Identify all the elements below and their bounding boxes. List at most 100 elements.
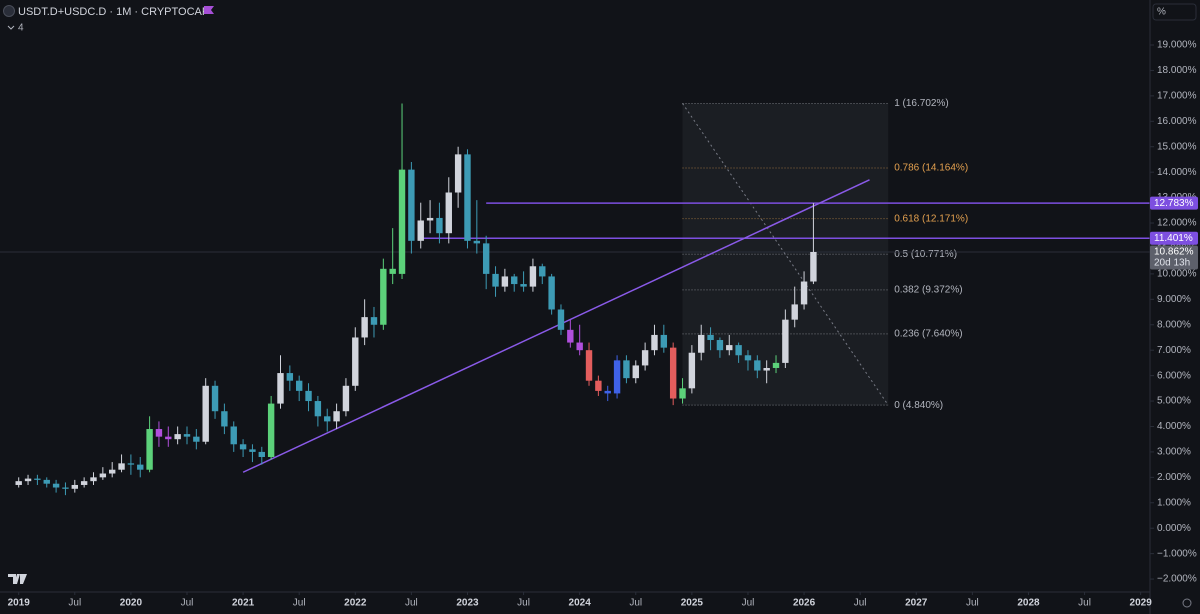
scale-mode-box[interactable]: [1152, 3, 1197, 21]
x-tick-label: Jul: [405, 598, 418, 609]
last-price-label: 10.862%: [1154, 247, 1194, 258]
candle-body: [716, 340, 724, 351]
fib-label: 1 (16.702%): [894, 98, 948, 109]
y-tick-label: 1.000%: [1157, 497, 1191, 508]
candle-body: [34, 478, 41, 480]
candle-body: [24, 478, 32, 482]
candle-body: [108, 469, 116, 474]
candle-body: [417, 220, 424, 241]
candle-body: [557, 309, 565, 330]
candle-body: [632, 365, 639, 379]
x-tick-label: 2028: [1017, 598, 1040, 609]
flag-icon[interactable]: [204, 6, 214, 14]
x-tick-label: 2024: [569, 598, 592, 609]
candle-body: [174, 434, 181, 440]
y-tick-label: 7.000%: [1157, 345, 1191, 356]
candle-body: [342, 385, 350, 412]
candle-body: [698, 334, 705, 353]
candle-body: [137, 464, 144, 470]
x-tick-label: Jul: [854, 598, 867, 609]
time-axis-panel: [0, 592, 1150, 614]
candle-body: [623, 360, 630, 379]
candle-body: [286, 373, 294, 381]
candle-body: [15, 481, 22, 485]
fib-trend: [682, 103, 889, 406]
countdown-label: 20d 13h: [1154, 258, 1190, 269]
candle-body: [80, 481, 88, 485]
candle-body: [539, 266, 546, 277]
candle-body: [398, 169, 406, 274]
last-price-badge: [1150, 245, 1198, 270]
candle-body: [314, 401, 322, 417]
candle-body: [211, 385, 219, 412]
fib-label: 0.786 (14.164%): [894, 163, 968, 174]
indicator-toggle[interactable]: [7, 25, 15, 30]
y-tick-label: −1.000%: [1157, 548, 1197, 559]
candle-body: [482, 243, 490, 274]
x-tick-label: 2019: [8, 598, 31, 609]
candle-body: [576, 342, 583, 351]
x-tick-label: 2026: [793, 598, 816, 609]
symbol-title[interactable]: USDT.D+USDC.D · 1M · CRYPTOCAP: [18, 6, 209, 18]
y-tick-label: 14.000%: [1157, 167, 1197, 178]
candle-body: [221, 411, 228, 427]
y-tick-label: 4.000%: [1157, 421, 1191, 432]
level-badge-label: 12.783%: [1154, 198, 1194, 209]
y-tick-label: 19.000%: [1157, 40, 1197, 51]
candle-body: [464, 154, 471, 241]
candle-body: [43, 479, 50, 484]
plot-area: 1 (16.702%) 0.786 (14.164%) 0.618 (12.171%…: [0, 98, 1150, 496]
y-tick-label: 9.000%: [1157, 294, 1191, 305]
candle-body: [707, 334, 714, 341]
tradingview-logo[interactable]: [8, 574, 27, 584]
x-tick-label: Jul: [68, 598, 81, 609]
candle-body: [258, 451, 265, 457]
candle-body: [810, 251, 817, 282]
candle-body: [295, 380, 303, 391]
candle-body: [641, 350, 649, 366]
candle-body: [688, 352, 696, 389]
level-badge-label: 11.401%: [1154, 233, 1193, 244]
candle-body: [511, 276, 518, 285]
x-tick-label: Jul: [517, 598, 530, 609]
scale-mode-label[interactable]: %: [1157, 7, 1166, 18]
candle-body: [454, 154, 462, 193]
candle-body: [660, 334, 668, 348]
candle-body: [613, 360, 621, 394]
y-tick-label: 0.000%: [1157, 523, 1191, 534]
candle-body: [352, 337, 359, 386]
candle-body: [772, 362, 780, 368]
y-tick-label: 8.000%: [1157, 319, 1191, 330]
candle-body: [679, 388, 686, 399]
candle-body: [501, 276, 509, 287]
y-tick-label: 3.000%: [1157, 447, 1191, 458]
candle-body: [520, 284, 527, 287]
x-tick-label: Jul: [181, 598, 194, 609]
candle-body: [585, 350, 593, 381]
candle-body: [426, 217, 434, 221]
candle-body: [726, 345, 733, 351]
price-axis-panel: [1150, 0, 1200, 614]
x-tick-label: 2029: [1130, 598, 1153, 609]
candle-body: [183, 434, 191, 437]
y-tick-label: 10.000%: [1157, 269, 1197, 280]
indicator-count[interactable]: 4: [18, 23, 24, 34]
candle-body: [155, 429, 163, 437]
x-tick-label: 2027: [905, 598, 928, 609]
y-tick-label: 18.000%: [1157, 65, 1197, 76]
candle-body: [389, 268, 396, 274]
candle-body: [754, 360, 761, 371]
candle-body: [99, 473, 107, 478]
candle-body: [370, 317, 378, 325]
candle-body: [202, 385, 209, 442]
candle-body: [165, 436, 172, 440]
fib-label: 0.236 (7.640%): [894, 329, 962, 340]
settings-icon[interactable]: [1182, 598, 1192, 608]
x-tick-label: 2020: [120, 598, 143, 609]
candle-body: [230, 426, 237, 445]
candle-body: [735, 345, 742, 356]
y-tick-label: 12.000%: [1157, 218, 1197, 229]
trend-line: [242, 179, 870, 473]
candle-body: [380, 268, 387, 325]
